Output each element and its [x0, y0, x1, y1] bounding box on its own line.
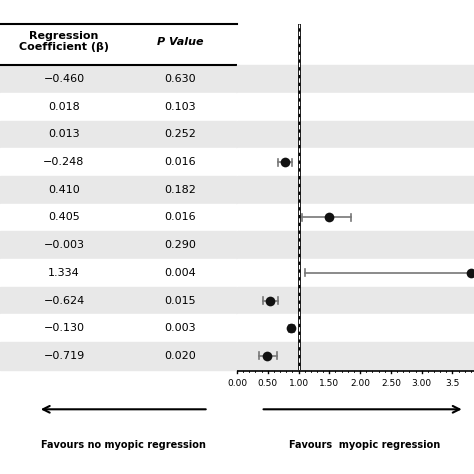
Bar	[237, 287, 474, 314]
Bar	[237, 231, 474, 259]
Text: 3.00: 3.00	[411, 379, 432, 388]
Bar	[0, 148, 237, 176]
Bar	[237, 120, 474, 148]
Text: −0.719: −0.719	[43, 351, 85, 361]
Text: 0.018: 0.018	[48, 102, 80, 112]
Bar	[0, 120, 237, 148]
Text: 0.00: 0.00	[227, 379, 247, 388]
Text: −0.460: −0.460	[44, 74, 84, 84]
Text: 2.00: 2.00	[350, 379, 370, 388]
Bar	[0, 231, 237, 259]
Bar	[0, 259, 237, 287]
Text: 0.020: 0.020	[164, 351, 196, 361]
Bar	[0, 93, 237, 120]
Text: 1.50: 1.50	[319, 379, 339, 388]
Text: 0.003: 0.003	[164, 323, 196, 333]
Text: −0.248: −0.248	[43, 157, 85, 167]
Bar	[237, 342, 474, 370]
Text: 0.50: 0.50	[258, 379, 278, 388]
Bar	[237, 259, 474, 287]
Bar	[237, 176, 474, 204]
Bar	[0, 204, 237, 231]
Bar	[0, 65, 237, 93]
Text: 0.630: 0.630	[164, 74, 196, 84]
Text: 1.334: 1.334	[48, 268, 80, 278]
Text: 0.182: 0.182	[164, 185, 196, 195]
Bar	[0, 314, 237, 342]
Bar	[237, 65, 474, 93]
Bar	[237, 148, 474, 176]
Bar	[237, 314, 474, 342]
Text: −0.624: −0.624	[43, 295, 85, 306]
Text: 0.103: 0.103	[164, 102, 196, 112]
Text: 2.50: 2.50	[381, 379, 401, 388]
Bar	[0, 176, 237, 204]
Text: Regression
Coefficient (β): Regression Coefficient (β)	[19, 31, 109, 53]
Text: Favours no myopic regression: Favours no myopic regression	[41, 440, 206, 450]
Text: 0.013: 0.013	[48, 129, 80, 139]
Text: 1.00: 1.00	[289, 379, 309, 388]
Bar	[237, 204, 474, 231]
Text: −0.003: −0.003	[44, 240, 84, 250]
Text: −0.130: −0.130	[44, 323, 84, 333]
Text: 0.016: 0.016	[164, 157, 196, 167]
Text: 3.5: 3.5	[445, 379, 460, 388]
Bar	[0, 287, 237, 314]
Text: 0.016: 0.016	[164, 212, 196, 222]
Text: P Value: P Value	[157, 36, 203, 47]
Text: 0.410: 0.410	[48, 185, 80, 195]
Text: 0.252: 0.252	[164, 129, 196, 139]
Text: 0.015: 0.015	[164, 295, 196, 306]
Bar	[237, 93, 474, 120]
Text: Favours  myopic regression: Favours myopic regression	[289, 440, 441, 450]
Bar	[0, 342, 237, 370]
Text: 0.405: 0.405	[48, 212, 80, 222]
Text: 0.004: 0.004	[164, 268, 196, 278]
Text: 0.290: 0.290	[164, 240, 196, 250]
